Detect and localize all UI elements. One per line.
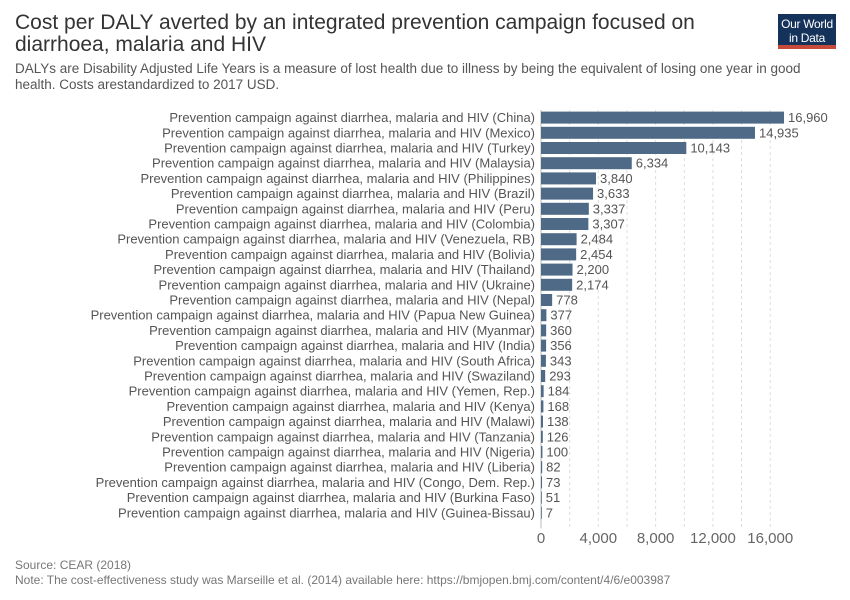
value-label: 2,484: [581, 232, 614, 247]
logo-line-2: in Data: [789, 31, 825, 45]
value-label: 360: [550, 323, 572, 338]
logo-line-1: Our World: [781, 17, 833, 31]
bar: [541, 278, 573, 291]
category-label: Prevention campaign against diarrhea, ma…: [133, 353, 535, 368]
value-label: 3,840: [600, 171, 633, 186]
bar: [541, 233, 577, 246]
value-label: 343: [550, 353, 572, 368]
category-label: Prevention campaign against diarrhea, ma…: [127, 490, 535, 505]
bar: [541, 202, 589, 215]
bar: [541, 430, 543, 443]
value-label: 6,334: [636, 156, 669, 171]
category-label: Prevention campaign against diarrhea, ma…: [148, 217, 535, 232]
bar: [541, 461, 543, 474]
value-label: 3,633: [597, 186, 630, 201]
category-label: Prevention campaign against diarrhea, ma…: [152, 156, 535, 171]
bar: [541, 324, 547, 337]
bar: [541, 506, 542, 519]
value-label: 16,960: [788, 110, 828, 125]
category-label: Prevention campaign against diarrhea, ma…: [175, 338, 535, 353]
category-label: Prevention campaign against diarrhea, ma…: [159, 277, 535, 292]
value-label: 100: [546, 445, 568, 460]
category-label: Prevention campaign against diarrhea, ma…: [164, 460, 535, 475]
x-tick-label: 12,000: [690, 530, 736, 547]
category-label: Prevention campaign against diarrhea, ma…: [144, 369, 535, 384]
category-label: Prevention campaign against diarrhea, ma…: [96, 475, 535, 490]
bar: [541, 354, 546, 367]
category-label: Prevention campaign against diarrhea, ma…: [117, 232, 535, 247]
bar: [541, 263, 573, 276]
category-label: Prevention campaign against diarrhea, ma…: [149, 323, 535, 338]
category-label: Prevention campaign against diarrhea, ma…: [171, 186, 535, 201]
footnote: Note: The cost-effectiveness study was M…: [15, 573, 671, 587]
x-tick-label: 4,000: [580, 530, 618, 547]
bar: [541, 187, 594, 200]
value-label: 3,337: [593, 201, 626, 216]
owid-logo[interactable]: Our World in Data: [778, 14, 836, 49]
value-label: 184: [548, 384, 570, 399]
value-label: 51: [546, 490, 560, 505]
category-label: Prevention campaign against diarrhea, ma…: [162, 125, 535, 140]
value-label: 2,200: [577, 262, 610, 277]
category-label: Prevention campaign against diarrhea, ma…: [169, 293, 535, 308]
category-label: Prevention campaign against diarrhea, ma…: [165, 247, 535, 262]
value-label: 168: [547, 399, 569, 414]
bar: [541, 400, 544, 413]
value-label: 73: [546, 475, 560, 490]
category-label: Prevention campaign against diarrhea, ma…: [118, 505, 535, 520]
category-label: Prevention campaign against diarrhea, ma…: [169, 110, 535, 125]
value-label: 356: [550, 338, 572, 353]
bar: [541, 248, 577, 261]
category-label: Prevention campaign against diarrhea, ma…: [151, 429, 535, 444]
chart-subtitle: DALYs are Disability Adjusted Life Years…: [15, 61, 801, 92]
value-label: 14,935: [759, 125, 799, 140]
bar: [541, 126, 755, 139]
x-tick-label: 16,000: [747, 530, 793, 547]
category-label: Prevention campaign against diarrhea, ma…: [162, 445, 535, 460]
bar: [541, 339, 547, 352]
value-label: 138: [547, 414, 569, 429]
bar: [541, 172, 597, 185]
value-label: 3,307: [592, 217, 625, 232]
value-label: 82: [546, 460, 560, 475]
bar: [541, 309, 547, 322]
category-label: Prevention campaign against diarrhea, ma…: [129, 384, 535, 399]
bar: [541, 157, 632, 170]
bar: [541, 370, 546, 382]
bar: [541, 218, 589, 230]
value-label: 7: [546, 505, 553, 520]
bar: [541, 385, 544, 398]
category-label: Prevention campaign against diarrhea, ma…: [91, 308, 535, 323]
value-label: 126: [547, 429, 569, 444]
source-note: Source: CEAR (2018): [15, 558, 132, 572]
category-label: Prevention campaign against diarrhea, ma…: [164, 141, 535, 156]
category-label: Prevention campaign against diarrhea, ma…: [166, 399, 535, 414]
bar: [541, 446, 543, 458]
value-label: 778: [556, 293, 578, 308]
bar: [541, 491, 542, 504]
bar: [541, 142, 687, 154]
bar: [541, 294, 553, 306]
bar: [541, 111, 784, 124]
bar: [541, 415, 543, 428]
value-label: 10,143: [690, 141, 730, 156]
bar: [541, 476, 543, 489]
category-label: Prevention campaign against diarrhea, ma…: [140, 171, 535, 186]
chart-title: Cost per DALY averted by an integrated p…: [15, 11, 695, 56]
value-label: 2,174: [576, 277, 609, 292]
category-label: Prevention campaign against diarrhea, ma…: [163, 414, 535, 429]
x-tick-label: 0: [537, 530, 545, 547]
value-label: 293: [549, 369, 571, 384]
category-label: Prevention campaign against diarrhea, ma…: [176, 201, 535, 216]
value-label: 2,454: [580, 247, 613, 262]
x-tick-label: 8,000: [637, 530, 675, 547]
value-label: 377: [550, 308, 572, 323]
category-label: Prevention campaign against diarrhea, ma…: [153, 262, 535, 277]
